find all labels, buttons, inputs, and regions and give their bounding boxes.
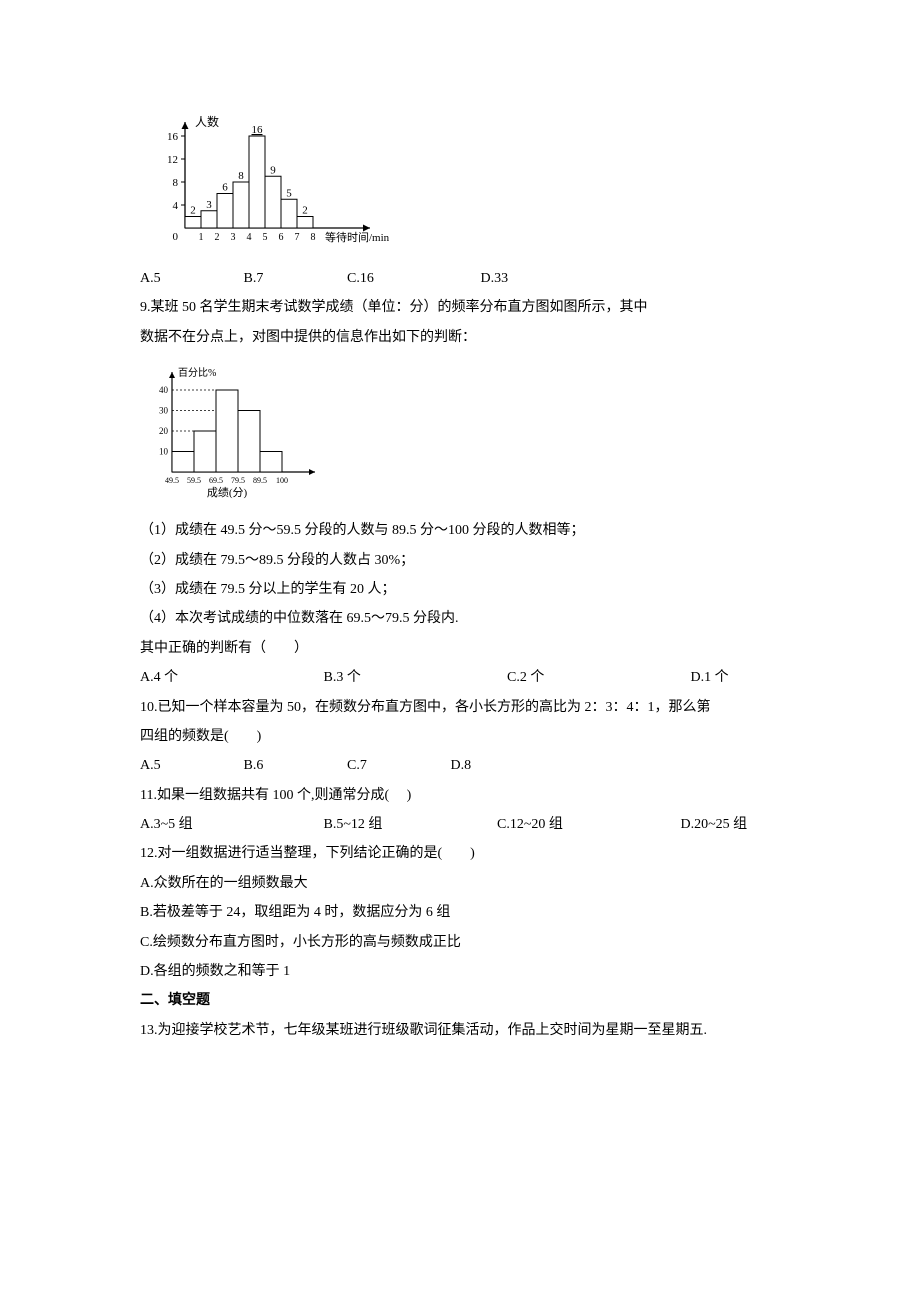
q9-opt-b: B.3 个 xyxy=(324,663,504,692)
svg-text:等待时间/min: 等待时间/min xyxy=(325,230,390,244)
q10-opt-d: D.8 xyxy=(451,751,472,780)
q11-opt-d: D.20~25 组 xyxy=(681,810,748,839)
q9-options: A.4 个 B.3 个 C.2 个 D.1 个 xyxy=(140,663,790,692)
q8-opt-c: C.16 xyxy=(347,264,477,293)
q8-opt-b: B.7 xyxy=(244,264,344,293)
q10-opt-c: C.7 xyxy=(347,751,447,780)
q9-tail: 其中正确的判断有（ ） xyxy=(140,634,790,663)
q9-sub-2: （2）成绩在 79.5～89.5 分段的人数占 30%； xyxy=(140,546,790,575)
q12-opt-a: A.众数所在的一组频数最大 xyxy=(140,869,790,898)
svg-text:4: 4 xyxy=(173,200,179,212)
svg-text:8: 8 xyxy=(173,177,179,189)
q11-opt-c: C.12~20 组 xyxy=(497,810,677,839)
q9-sub-3: （3）成绩在 79.5 分以上的学生有 20 人； xyxy=(140,575,790,604)
svg-text:人数: 人数 xyxy=(195,114,219,129)
svg-text:8: 8 xyxy=(311,232,316,243)
q11-stem: 11.如果一组数据共有 100 个,则通常分成( ) xyxy=(140,781,790,810)
svg-text:4: 4 xyxy=(247,232,252,243)
q12-opt-c: C.绘频数分布直方图时，小长方形的高与频数成正比 xyxy=(140,928,790,957)
svg-text:7: 7 xyxy=(295,232,300,243)
svg-text:20: 20 xyxy=(159,426,169,436)
q9-opt-d: D.1 个 xyxy=(691,663,729,692)
q9-stem-1: 9.某班 50 名学生期末考试数学成绩（单位：分）的频率分布直方图如图所示，其中 xyxy=(140,293,790,322)
q12-opt-d: D.各组的频数之和等于 1 xyxy=(140,957,790,986)
wait-time-histogram: 人数等待时间/min481216021326384165965728 xyxy=(140,110,790,250)
q10-opt-a: A.5 xyxy=(140,751,240,780)
q9-sub-1: （1）成绩在 49.5 分～59.5 分段的人数与 89.5 分～100 分段的… xyxy=(140,516,790,545)
svg-text:2: 2 xyxy=(190,205,196,217)
q11-opt-b: B.5~12 组 xyxy=(324,810,494,839)
q11-options: A.3~5 组 B.5~12 组 C.12~20 组 D.20~25 组 xyxy=(140,810,790,839)
q9-sub-4: （4）本次考试成绩的中位数落在 69.5～79.5 分段内. xyxy=(140,604,790,633)
svg-text:9: 9 xyxy=(270,164,276,176)
svg-text:0: 0 xyxy=(173,231,179,243)
q10-opt-b: B.6 xyxy=(244,751,344,780)
svg-text:16: 16 xyxy=(252,124,264,136)
q10-stem-1: 10.已知一个样本容量为 50，在频数分布直方图中，各小长方形的高比为 2：3：… xyxy=(140,693,790,722)
svg-text:16: 16 xyxy=(167,131,179,143)
q8-opt-d: D.33 xyxy=(481,264,509,293)
q9-opt-a: A.4 个 xyxy=(140,663,320,692)
svg-text:10: 10 xyxy=(159,447,169,457)
q10-stem-2: 四组的频数是( ) xyxy=(140,722,790,751)
q13-stem: 13.为迎接学校艺术节，七年级某班进行班级歌词征集活动，作品上交时间为星期一至星… xyxy=(140,1016,790,1045)
svg-text:2: 2 xyxy=(215,232,220,243)
q9-stem-2: 数据不在分点上，对图中提供的信息作出如下的判断： xyxy=(140,323,790,352)
q12-stem: 12.对一组数据进行适当整理，下列结论正确的是( ) xyxy=(140,839,790,868)
svg-text:30: 30 xyxy=(159,406,169,416)
svg-text:1: 1 xyxy=(199,232,204,243)
svg-text:3: 3 xyxy=(231,232,236,243)
svg-text:8: 8 xyxy=(238,170,244,182)
svg-text:49.5: 49.5 xyxy=(165,476,179,485)
svg-text:5: 5 xyxy=(263,232,268,243)
section-2-title: 二、填空题 xyxy=(140,986,790,1015)
score-histogram: 百分比% 10 20 30 40 49.5 59.5 69.5 79.5 89.5 100 成绩(分) xyxy=(140,362,790,502)
svg-text:6: 6 xyxy=(279,232,284,243)
q10-options: A.5 B.6 C.7 D.8 xyxy=(140,751,790,780)
svg-text:3: 3 xyxy=(206,199,212,211)
q12-opt-b: B.若极差等于 24，取组距为 4 时，数据应分为 6 组 xyxy=(140,898,790,927)
q9-opt-c: C.2 个 xyxy=(507,663,687,692)
svg-text:百分比%: 百分比% xyxy=(178,367,216,379)
svg-text:5: 5 xyxy=(286,187,292,199)
svg-text:成绩(分): 成绩(分) xyxy=(207,486,248,499)
q8-options: A.5 B.7 C.16 D.33 xyxy=(140,264,790,293)
svg-text:40: 40 xyxy=(159,385,169,395)
svg-text:6: 6 xyxy=(222,182,228,194)
svg-text:12: 12 xyxy=(167,154,178,166)
svg-text:100: 100 xyxy=(276,476,288,485)
q11-opt-a: A.3~5 组 xyxy=(140,810,320,839)
svg-text:69.5: 69.5 xyxy=(209,476,223,485)
svg-text:79.5: 79.5 xyxy=(231,476,245,485)
svg-text:59.5: 59.5 xyxy=(187,476,201,485)
svg-text:2: 2 xyxy=(302,205,308,217)
svg-text:89.5: 89.5 xyxy=(253,476,267,485)
q8-opt-a: A.5 xyxy=(140,264,240,293)
